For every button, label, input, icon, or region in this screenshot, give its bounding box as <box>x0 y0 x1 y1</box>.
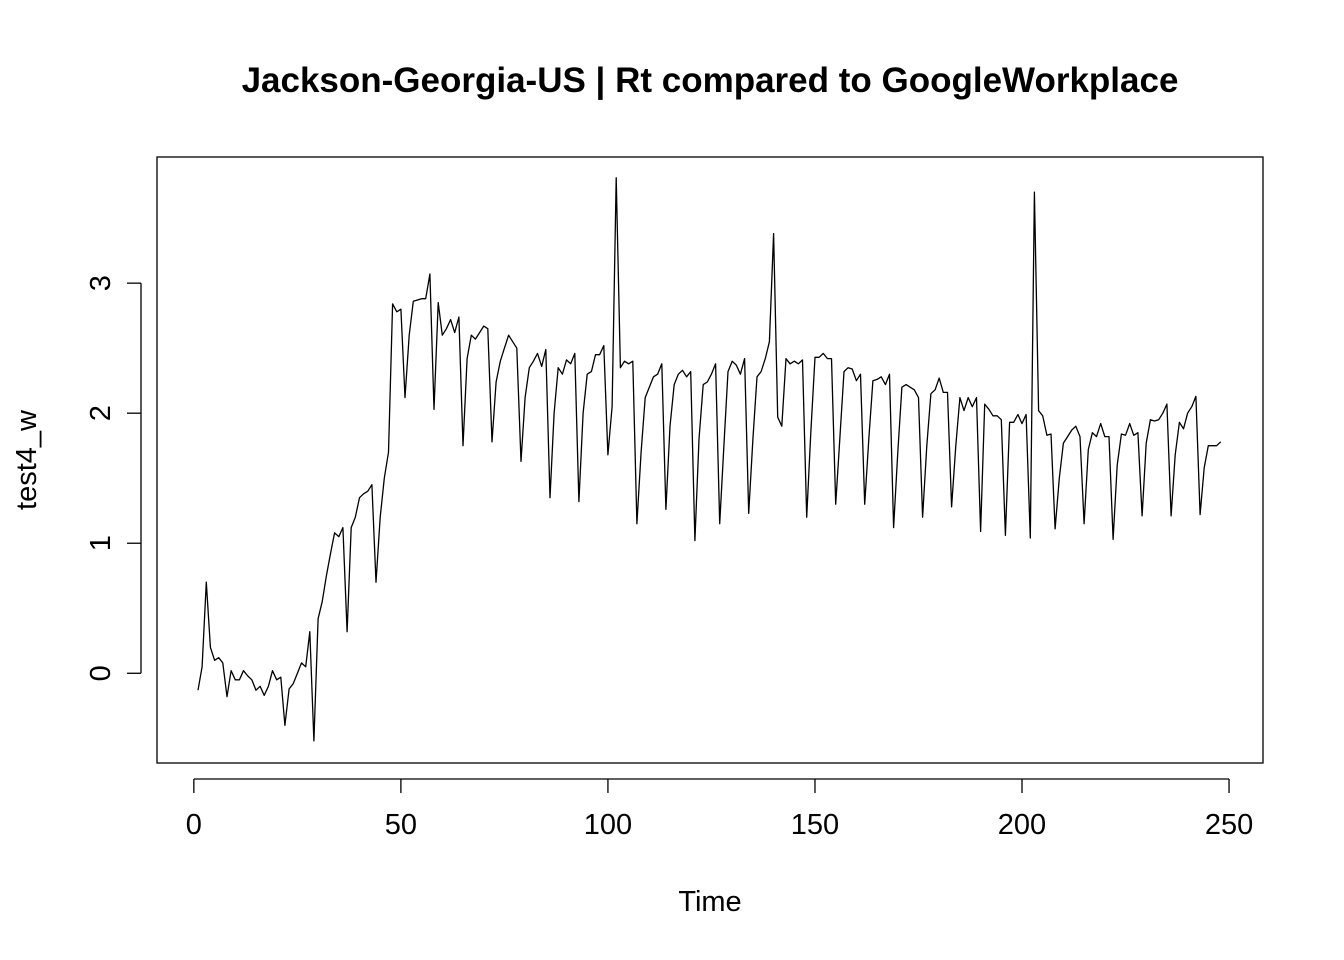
y-tick-label: 0 <box>85 665 117 681</box>
y-axis-label: test4_w <box>11 409 43 510</box>
plot-frame <box>156 156 1264 764</box>
x-tick-label: 250 <box>1205 809 1253 841</box>
y-axis: 0 1 2 3 <box>85 275 142 681</box>
y-tick-label: 3 <box>85 275 117 291</box>
x-tick-label: 150 <box>791 809 839 841</box>
chart-title: Jackson-Georgia-US | Rt compared to Goog… <box>242 61 1179 100</box>
y-tick-label: 2 <box>85 405 117 421</box>
x-tick-label: 200 <box>998 809 1046 841</box>
x-tick-label: 0 <box>186 809 202 841</box>
x-tick-label: 50 <box>385 809 417 841</box>
x-axis: 0 50 100 150 200 250 <box>186 778 1253 841</box>
y-tick-label: 1 <box>85 535 117 551</box>
series-line <box>197 177 1222 742</box>
x-axis-label: Time <box>678 886 741 918</box>
x-tick-label: 100 <box>584 809 632 841</box>
